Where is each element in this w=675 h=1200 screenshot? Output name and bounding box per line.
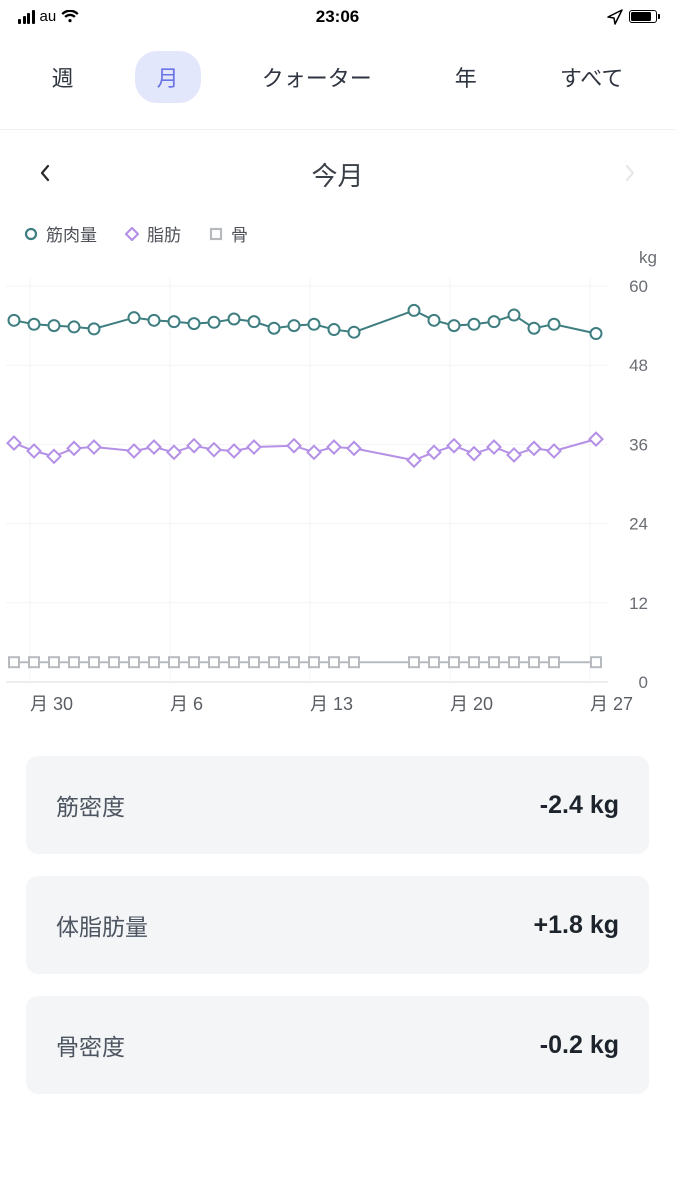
legend-label: 骨 xyxy=(231,221,248,246)
chart-legend: 筋肉量 脂肪 骨 xyxy=(0,203,675,252)
svg-text:0: 0 xyxy=(639,673,648,692)
status-bar: au 23:06 xyxy=(0,0,675,29)
stat-card-0[interactable]: 筋密度 -2.4 kg xyxy=(26,756,649,854)
legend-item-2: 骨 xyxy=(209,221,248,246)
stat-value: -0.2 kg xyxy=(540,1031,619,1060)
svg-text:24: 24 xyxy=(629,515,648,534)
tab-2[interactable]: クォーター xyxy=(240,51,394,103)
legend-label: 脂肪 xyxy=(147,221,181,246)
legend-label: 筋肉量 xyxy=(46,221,97,246)
svg-text:月 27: 月 27 xyxy=(590,694,633,714)
wifi-icon xyxy=(61,10,79,23)
tab-3[interactable]: 年 xyxy=(433,51,499,103)
location-icon xyxy=(607,9,623,25)
status-left: au xyxy=(18,8,79,25)
stat-label: 体脂肪量 xyxy=(56,908,148,942)
svg-text:12: 12 xyxy=(629,594,648,613)
status-right xyxy=(607,9,657,25)
svg-text:月 6: 月 6 xyxy=(170,694,203,714)
svg-text:月 30: 月 30 xyxy=(30,694,73,714)
period-navigation: 今月 xyxy=(0,130,675,203)
stat-value: +1.8 kg xyxy=(534,911,619,940)
svg-text:36: 36 xyxy=(629,435,648,454)
stat-card-2[interactable]: 骨密度 -0.2 kg xyxy=(26,996,649,1094)
chart-svg: 0 12 24 36 48 60 月 30 月 6 月 13 月 20 月 27 xyxy=(0,256,675,726)
diamond-marker-icon xyxy=(125,227,139,241)
signal-icon xyxy=(18,10,35,24)
period-tabs: 週月クォーター年すべて xyxy=(0,29,675,130)
stat-label: 骨密度 xyxy=(56,1028,125,1062)
stat-card-1[interactable]: 体脂肪量 +1.8 kg xyxy=(26,876,649,974)
circle-marker-icon xyxy=(24,227,38,241)
battery-icon xyxy=(629,10,657,23)
body-composition-chart[interactable]: 0 12 24 36 48 60 月 30 月 6 月 13 月 20 月 27 xyxy=(0,256,675,726)
period-title: 今月 xyxy=(311,156,363,193)
status-time: 23:06 xyxy=(316,7,359,27)
svg-text:48: 48 xyxy=(629,356,648,375)
svg-text:月 20: 月 20 xyxy=(450,694,493,714)
svg-text:月 13: 月 13 xyxy=(310,694,353,714)
legend-item-0: 筋肉量 xyxy=(24,221,97,246)
tab-4[interactable]: すべて xyxy=(538,51,646,103)
stat-label: 筋密度 xyxy=(56,788,125,822)
carrier-label: au xyxy=(40,8,57,25)
summary-stats: 筋密度 -2.4 kg 体脂肪量 +1.8 kg 骨密度 -0.2 kg xyxy=(0,726,675,1094)
square-marker-icon xyxy=(209,227,223,241)
svg-text:60: 60 xyxy=(629,277,648,296)
stat-value: -2.4 kg xyxy=(540,791,619,820)
tab-0[interactable]: 週 xyxy=(30,51,96,103)
prev-period-button[interactable] xyxy=(30,162,60,188)
legend-item-1: 脂肪 xyxy=(125,221,181,246)
tab-1[interactable]: 月 xyxy=(135,51,201,103)
next-period-button[interactable] xyxy=(615,162,645,188)
